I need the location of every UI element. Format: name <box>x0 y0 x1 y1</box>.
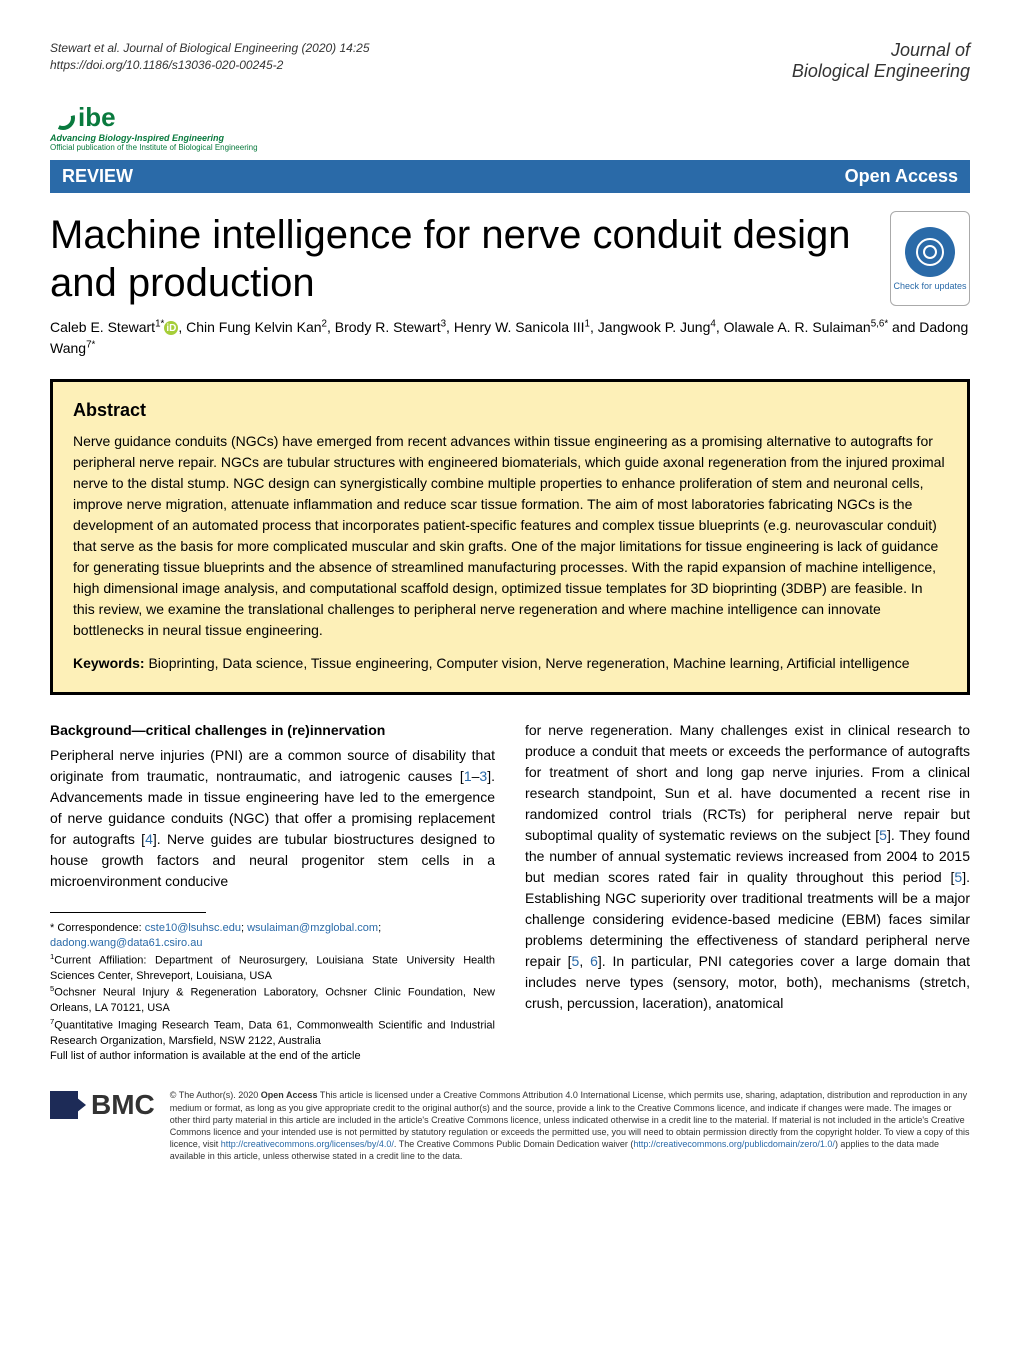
logo-subline: Official publication of the Institute of… <box>50 143 258 152</box>
bmc-logo: BMC <box>50 1089 155 1121</box>
license-text: © The Author(s). 2020 Open Access This a… <box>170 1089 970 1162</box>
author-7-aff: 7* <box>86 339 95 350</box>
journal-line2: Biological Engineering <box>792 61 970 82</box>
ref-link-4[interactable]: 4 <box>145 831 153 847</box>
affiliation-7: 7Quantitative Imaging Research Team, Dat… <box>50 1017 495 1049</box>
logo-tagline: Advancing Biology-Inspired Engineering <box>50 133 224 143</box>
affiliation-1: 1Current Affiliation: Department of Neur… <box>50 952 495 984</box>
right-column: for nerve regeneration. Many challenges … <box>525 720 970 1064</box>
check-updates-text: Check for updates <box>893 281 966 291</box>
author-4: Henry W. Sanicola III <box>454 319 585 335</box>
sep: , <box>178 319 186 335</box>
email-1[interactable]: cste10@lsuhsc.edu <box>145 922 241 934</box>
license-link-1[interactable]: http://creativecommons.org/licenses/by/4… <box>221 1139 394 1149</box>
footer: BMC © The Author(s). 2020 Open Access Th… <box>50 1089 970 1162</box>
article-title: Machine intelligence for nerve conduit d… <box>50 211 870 307</box>
author-1-aff: 1* <box>155 318 164 329</box>
abstract-box: Abstract Nerve guidance conduits (NGCs) … <box>50 379 970 695</box>
footnote-divider <box>50 912 206 913</box>
open-access-label: Open Access <box>845 166 958 187</box>
bmc-square-icon <box>50 1091 78 1119</box>
text: Peripheral nerve injuries (PNI) are a co… <box>50 747 495 784</box>
abstract-heading: Abstract <box>73 400 947 421</box>
correspondence-line: * Correspondence: cste10@lsuhsc.edu; wsu… <box>50 921 495 936</box>
license-link-2[interactable]: http://creativecommons.org/publicdomain/… <box>633 1139 835 1149</box>
ref-link-5a[interactable]: 5 <box>879 827 887 843</box>
ref-link-6[interactable]: 6 <box>590 953 598 969</box>
email-2[interactable]: wsulaiman@mzglobal.com <box>247 922 378 934</box>
body-columns: Background—critical challenges in (re)in… <box>50 720 970 1064</box>
journal-line1: Journal of <box>792 40 970 61</box>
affiliation-5: 5Ochsner Neural Injury & Regeneration La… <box>50 984 495 1016</box>
title-row: Machine intelligence for nerve conduit d… <box>50 211 970 307</box>
sep: , <box>716 319 724 335</box>
sep: ; <box>378 922 381 934</box>
logo-row: ibe Advancing Biology-Inspired Engineeri… <box>50 102 970 152</box>
text: Current Affiliation: Department of Neuro… <box>50 954 495 981</box>
left-column: Background—critical challenges in (re)in… <box>50 720 495 1064</box>
text: , <box>579 953 590 969</box>
header: Stewart et al. Journal of Biological Eng… <box>50 40 970 82</box>
open-access-bold: Open Access <box>261 1090 318 1100</box>
citation-line1: Stewart et al. Journal of Biological Eng… <box>50 40 370 57</box>
footnotes: * Correspondence: cste10@lsuhsc.edu; wsu… <box>50 921 495 1064</box>
abstract-body: Nerve guidance conduits (NGCs) have emer… <box>73 431 947 641</box>
author-6: Olawale A. R. Sulaiman <box>724 319 871 335</box>
ibe-logo: ibe Advancing Biology-Inspired Engineeri… <box>50 102 258 152</box>
and: and <box>888 319 919 335</box>
orcid-icon[interactable]: iD <box>164 321 178 335</box>
journal-name: Journal of Biological Engineering <box>792 40 970 82</box>
sep: , <box>446 319 454 335</box>
text: Quantitative Imaging Research Team, Data… <box>50 1019 495 1046</box>
keywords-text: Bioprinting, Data science, Tissue engine… <box>148 655 909 671</box>
check-updates-badge[interactable]: Check for updates <box>890 211 970 306</box>
author-5: Jangwook P. Jung <box>598 319 711 335</box>
keywords-label: Keywords: <box>73 655 148 671</box>
sep: , <box>590 319 598 335</box>
crossmark-icon <box>905 227 955 277</box>
correspondence-label: * Correspondence: <box>50 922 145 934</box>
sep: , <box>327 319 335 335</box>
text: for nerve regeneration. Many challenges … <box>525 722 970 843</box>
bmc-text: BMC <box>91 1089 155 1121</box>
citation-line2: https://doi.org/10.1186/s13036-020-00245… <box>50 57 370 74</box>
author-2: Chin Fung Kelvin Kan <box>186 319 321 335</box>
author-6-aff: 5,6* <box>871 318 888 329</box>
review-bar: REVIEW Open Access <box>50 160 970 193</box>
citation: Stewart et al. Journal of Biological Eng… <box>50 40 370 74</box>
keywords: Keywords: Bioprinting, Data science, Tis… <box>73 653 947 674</box>
body-paragraph-right: for nerve regeneration. Many challenges … <box>525 720 970 1014</box>
logo-text: ibe <box>78 102 116 133</box>
review-label: REVIEW <box>62 166 133 187</box>
text: Ochsner Neural Injury & Regeneration Lab… <box>50 987 495 1014</box>
body-paragraph-left: Peripheral nerve injuries (PNI) are a co… <box>50 745 495 892</box>
text: © The Author(s). 2020 <box>170 1090 261 1100</box>
logo-mark: ibe <box>50 102 116 133</box>
logo-icon <box>50 105 76 131</box>
text: . The Creative Commons Public Domain Ded… <box>394 1139 633 1149</box>
authors: Caleb E. Stewart1*iD, Chin Fung Kelvin K… <box>50 317 970 359</box>
section-heading: Background—critical challenges in (re)in… <box>50 720 495 741</box>
ref-link-1[interactable]: 1 <box>464 768 472 784</box>
full-author-list-note: Full list of author information is avail… <box>50 1049 495 1064</box>
author-1: Caleb E. Stewart <box>50 319 155 335</box>
author-3: Brody R. Stewart <box>335 319 441 335</box>
email-3[interactable]: dadong.wang@data61.csiro.au <box>50 937 202 949</box>
